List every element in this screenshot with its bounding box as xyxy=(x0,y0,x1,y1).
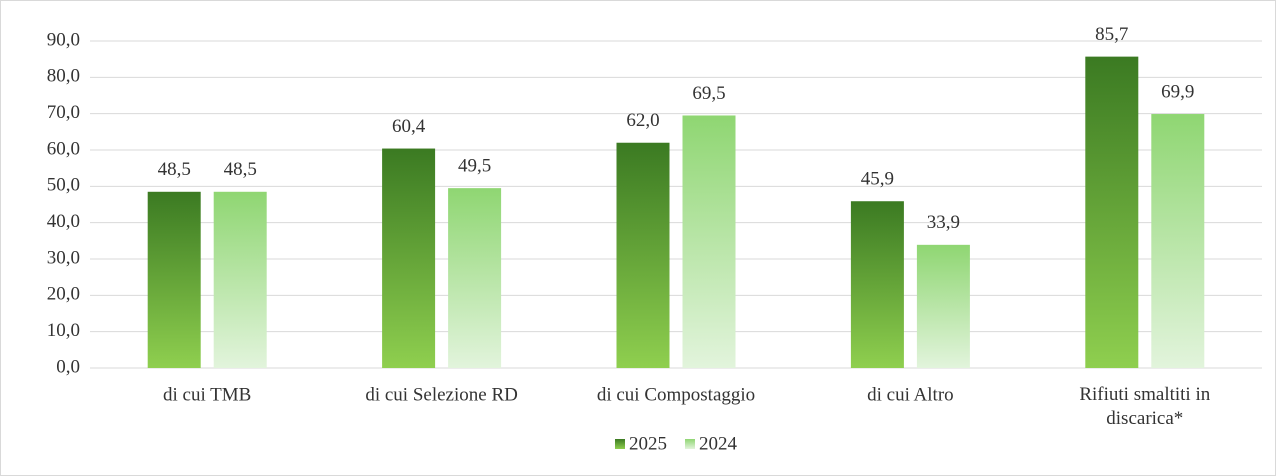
bar xyxy=(1151,114,1205,368)
legend-label: 2025 xyxy=(629,433,667,454)
bar xyxy=(147,191,201,368)
x-tick-label: di cui Altro xyxy=(867,384,954,405)
data-label: 62,0 xyxy=(626,110,659,131)
bar xyxy=(213,191,267,368)
x-tick-label: di cui TMB xyxy=(163,384,251,405)
legend-swatch xyxy=(685,439,695,449)
bar xyxy=(916,244,970,368)
y-tick-label: 0,0 xyxy=(56,356,80,377)
bar xyxy=(850,201,904,368)
bar xyxy=(1085,56,1139,369)
y-tick-label: 10,0 xyxy=(47,320,80,341)
y-tick-label: 20,0 xyxy=(47,284,80,305)
bar xyxy=(682,115,736,368)
data-label: 48,5 xyxy=(224,159,257,180)
data-label: 60,4 xyxy=(392,116,426,137)
data-label: 69,9 xyxy=(1161,81,1194,102)
data-label: 33,9 xyxy=(927,212,960,233)
bar xyxy=(382,148,436,368)
y-tick-label: 70,0 xyxy=(47,102,80,123)
bar xyxy=(448,188,502,368)
y-tick-label: 30,0 xyxy=(47,247,80,268)
y-tick-label: 80,0 xyxy=(47,66,80,87)
x-tick-label: di cui Selezione RD xyxy=(365,384,518,405)
y-tick-label: 90,0 xyxy=(47,29,80,50)
bar xyxy=(616,142,670,368)
legend-label: 2024 xyxy=(699,433,738,454)
y-tick-label: 60,0 xyxy=(47,138,80,159)
data-label: 48,5 xyxy=(158,159,191,180)
x-tick-label: Rifiuti smaltiti in discarica* xyxy=(1079,384,1210,429)
y-tick-label: 40,0 xyxy=(47,211,80,232)
x-tick-label: di cui Compostaggio xyxy=(597,384,755,405)
legend-swatch xyxy=(615,439,625,449)
data-label: 49,5 xyxy=(458,156,491,177)
y-tick-label: 50,0 xyxy=(47,175,80,196)
data-label: 45,9 xyxy=(861,169,894,190)
data-label: 85,7 xyxy=(1095,24,1128,45)
data-label: 69,5 xyxy=(692,83,725,104)
